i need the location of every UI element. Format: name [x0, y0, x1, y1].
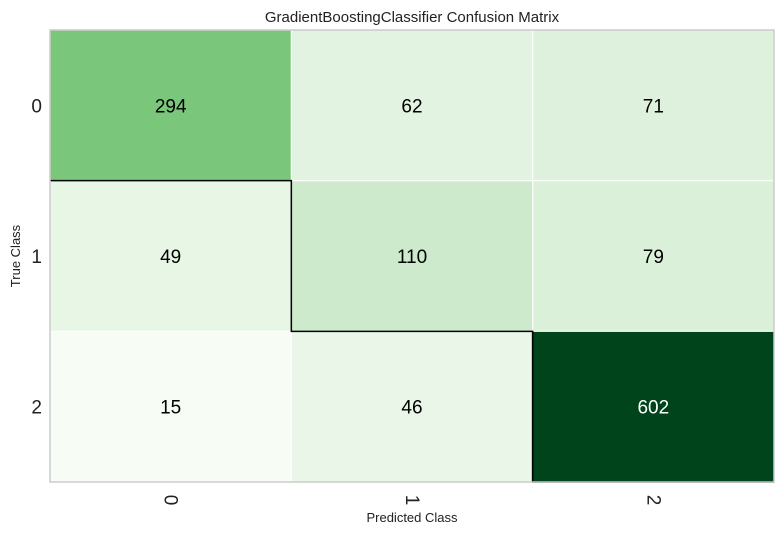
plot-frame — [49, 29, 775, 483]
y-axis-label: True Class — [8, 224, 23, 287]
y-tick-label: 1 — [31, 247, 42, 268]
heatmap-cell-0-0 — [50, 30, 292, 181]
heatmap-cell-1-0 — [50, 180, 292, 332]
cell-value-label: 49 — [160, 247, 181, 268]
x-ticks: 0 1 2 — [160, 495, 664, 506]
x-tick-label: 1 — [401, 495, 422, 506]
cell-value-label: 15 — [160, 398, 181, 419]
heatmap-cell-2-0 — [50, 331, 292, 482]
x-tick-label: 2 — [642, 495, 663, 506]
heatmap-cells: 294 62 71 49 110 79 15 46 602 — [50, 30, 774, 482]
chart-title: GradientBoostingClassifier Confusion Mat… — [265, 9, 560, 26]
heatmap-cell-2-1 — [291, 331, 533, 482]
heatmap-cell-0-1 — [291, 30, 533, 181]
cell-value-label: 71 — [643, 96, 664, 117]
cell-value-label: 110 — [397, 247, 427, 268]
cell-value-label: 46 — [401, 398, 422, 419]
cell-value-label: 79 — [643, 247, 664, 268]
heatmap-cell-1-1 — [291, 180, 533, 332]
x-tick-label: 0 — [160, 495, 181, 506]
cell-value-label: 62 — [401, 96, 422, 117]
cell-value-label: 602 — [637, 398, 669, 419]
heatmap-cell-1-2 — [532, 180, 774, 332]
y-tick-label: 2 — [31, 398, 42, 419]
y-ticks: 0 1 2 — [31, 96, 42, 418]
y-tick-label: 0 — [31, 96, 42, 117]
x-axis-label: Predicted Class — [366, 510, 458, 525]
cell-value-label: 294 — [155, 96, 187, 117]
heatmap-cell-0-2 — [532, 30, 774, 181]
heatmap-cell-2-2 — [532, 331, 774, 482]
